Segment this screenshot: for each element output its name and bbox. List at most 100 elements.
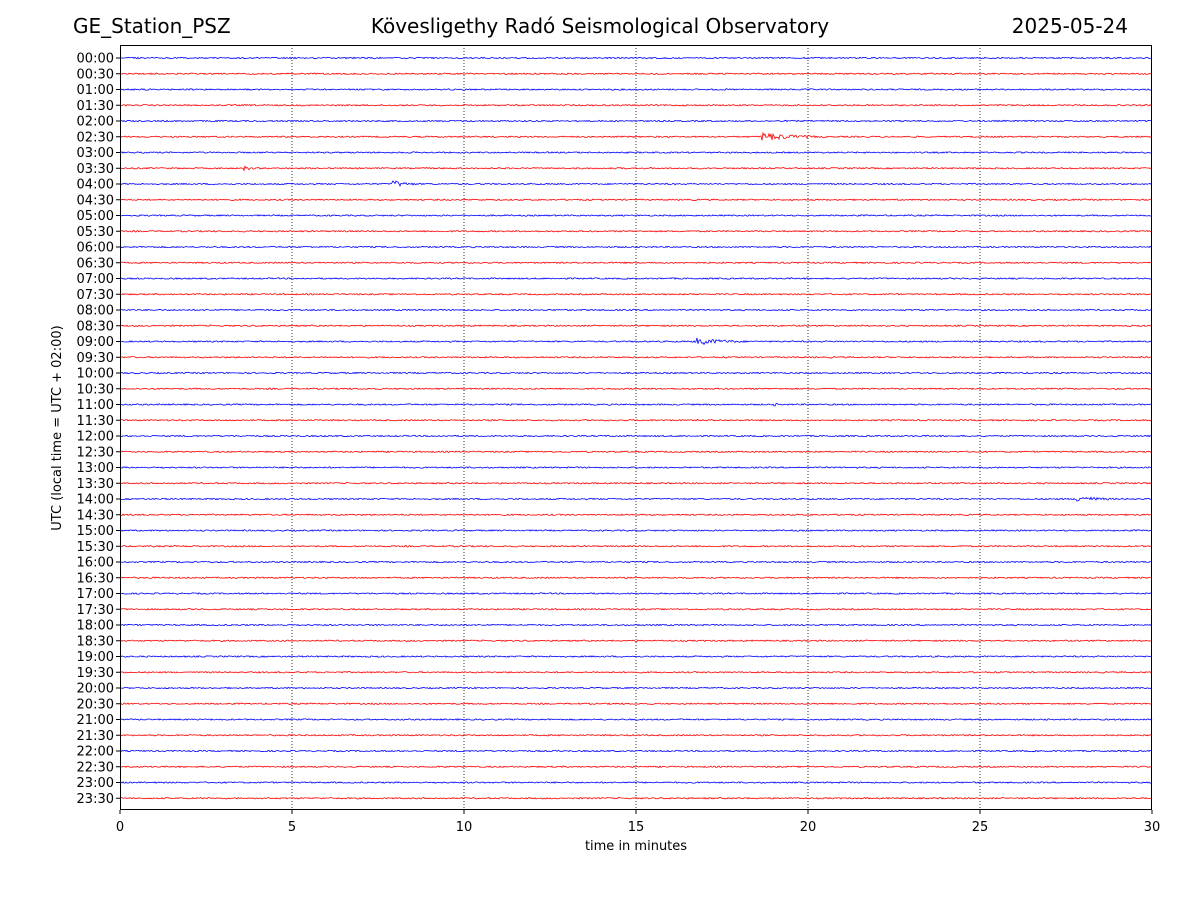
trace-1400 [119,496,1153,502]
trace-1830 [119,639,1153,643]
trace-1030 [119,387,1153,391]
trace-1530 [119,544,1153,548]
x-axis-label: time in minutes [585,839,687,854]
trace-0200 [119,119,1153,123]
trace-2130 [119,733,1153,737]
y-tick-label: 05:30 [77,225,114,240]
y-tick-label: 12:30 [77,445,114,460]
trace-1000 [119,371,1153,375]
y-tick-label: 11:00 [77,398,114,413]
station-name: GE_Station_PSZ [73,14,231,38]
y-tick-label: 12:00 [77,430,114,445]
y-tick-label: 13:30 [77,477,114,492]
trace-1900 [119,655,1153,658]
y-tick-label: 05:00 [77,209,114,224]
trace-2000 [119,686,1153,690]
y-tick-label: 09:30 [77,351,114,366]
trace-1800 [119,623,1153,627]
y-tick-label: 19:00 [77,650,114,665]
y-axis-label: UTC (local time = UTC + 02:00) [50,325,65,530]
trace-0000 [119,56,1153,60]
trace-0100 [119,88,1153,91]
trace-0630 [119,261,1153,265]
x-axis: 0 5 10 15 20 25 30 [116,810,1160,835]
trace-2330 [119,796,1153,800]
trace-2030 [119,702,1153,706]
trace-0330 [119,165,1153,172]
y-tick-label: 19:30 [77,666,114,681]
x-tick-label: 10 [456,820,473,835]
trace-0830 [119,324,1153,328]
y-tick-label: 04:00 [77,178,114,193]
y-tick-label: 18:00 [77,619,114,634]
trace-0130 [119,103,1153,107]
y-tick-label: 14:30 [77,508,114,523]
trace-1630 [119,576,1153,580]
x-tick-label: 30 [1144,820,1161,835]
trace-1700 [119,592,1153,595]
trace-0400 [119,180,1153,187]
trace-1130 [119,418,1153,422]
y-tick-label: 16:00 [77,556,114,571]
y-tick-label: 21:30 [77,729,114,744]
trace-2200 [119,749,1153,753]
trace-1930 [119,670,1153,674]
y-tick-label: 07:30 [77,288,114,303]
trace-0600 [119,245,1153,249]
x-tick-label: 5 [288,820,296,835]
grid-lines [291,45,981,810]
trace-0930 [119,355,1153,359]
trace-0530 [119,229,1153,233]
y-tick-label: 04:30 [77,193,114,208]
y-tick-label: 23:00 [77,776,114,791]
y-tick-label: 02:00 [77,115,114,130]
y-tick-label: 17:30 [77,603,114,618]
trace-0800 [119,308,1153,312]
trace-0430 [119,198,1153,202]
trace-0500 [119,214,1153,217]
y-tick-label: 17:00 [77,587,114,602]
trace-2300 [119,781,1152,784]
y-tick-label: 07:00 [77,272,114,287]
plot-frame [120,45,1152,810]
y-tick-label: 14:00 [77,493,114,508]
trace-1600 [119,560,1153,564]
trace-1730 [119,607,1153,611]
trace-1200 [119,434,1153,438]
y-tick-label: 15:00 [77,524,114,539]
y-tick-label: 21:00 [77,713,114,728]
trace-1430 [119,513,1153,517]
y-tick-label: 00:00 [77,52,114,67]
y-tick-label: 10:30 [77,382,114,397]
trace-1100 [119,402,1153,407]
y-tick-label: 01:00 [77,83,114,98]
y-tick-label: 06:00 [77,241,114,256]
y-tick-label: 00:30 [77,67,114,82]
y-tick-label: 06:30 [77,256,114,271]
y-tick-label: 11:30 [77,414,114,429]
y-tick-label: 08:30 [77,319,114,334]
trace-0700 [119,277,1153,280]
y-tick-label: 23:30 [77,792,114,807]
y-tick-label: 13:00 [77,461,114,476]
y-tick-label: 01:30 [77,99,114,114]
y-tick-label: 20:00 [77,682,114,697]
y-tick-label: 20:30 [77,697,114,712]
y-tick-labels: 00:0000:3001:0001:3002:0002:3003:0003:30… [77,52,120,807]
y-tick-label: 02:30 [77,130,114,145]
seismic-traces [119,56,1153,800]
y-tick-label: 22:30 [77,760,114,775]
y-tick-label: 03:00 [77,146,114,161]
trace-0030 [119,72,1153,76]
trace-1300 [119,466,1153,469]
trace-1230 [119,450,1153,454]
y-tick-label: 15:30 [77,540,114,555]
y-tick-label: 18:30 [77,634,114,649]
y-tick-label: 03:30 [77,162,114,177]
y-tick-label: 08:00 [77,304,114,319]
x-tick-label: 0 [116,820,124,835]
y-tick-label: 09:00 [77,335,114,350]
trace-0300 [119,151,1153,154]
y-tick-label: 10:00 [77,367,114,382]
